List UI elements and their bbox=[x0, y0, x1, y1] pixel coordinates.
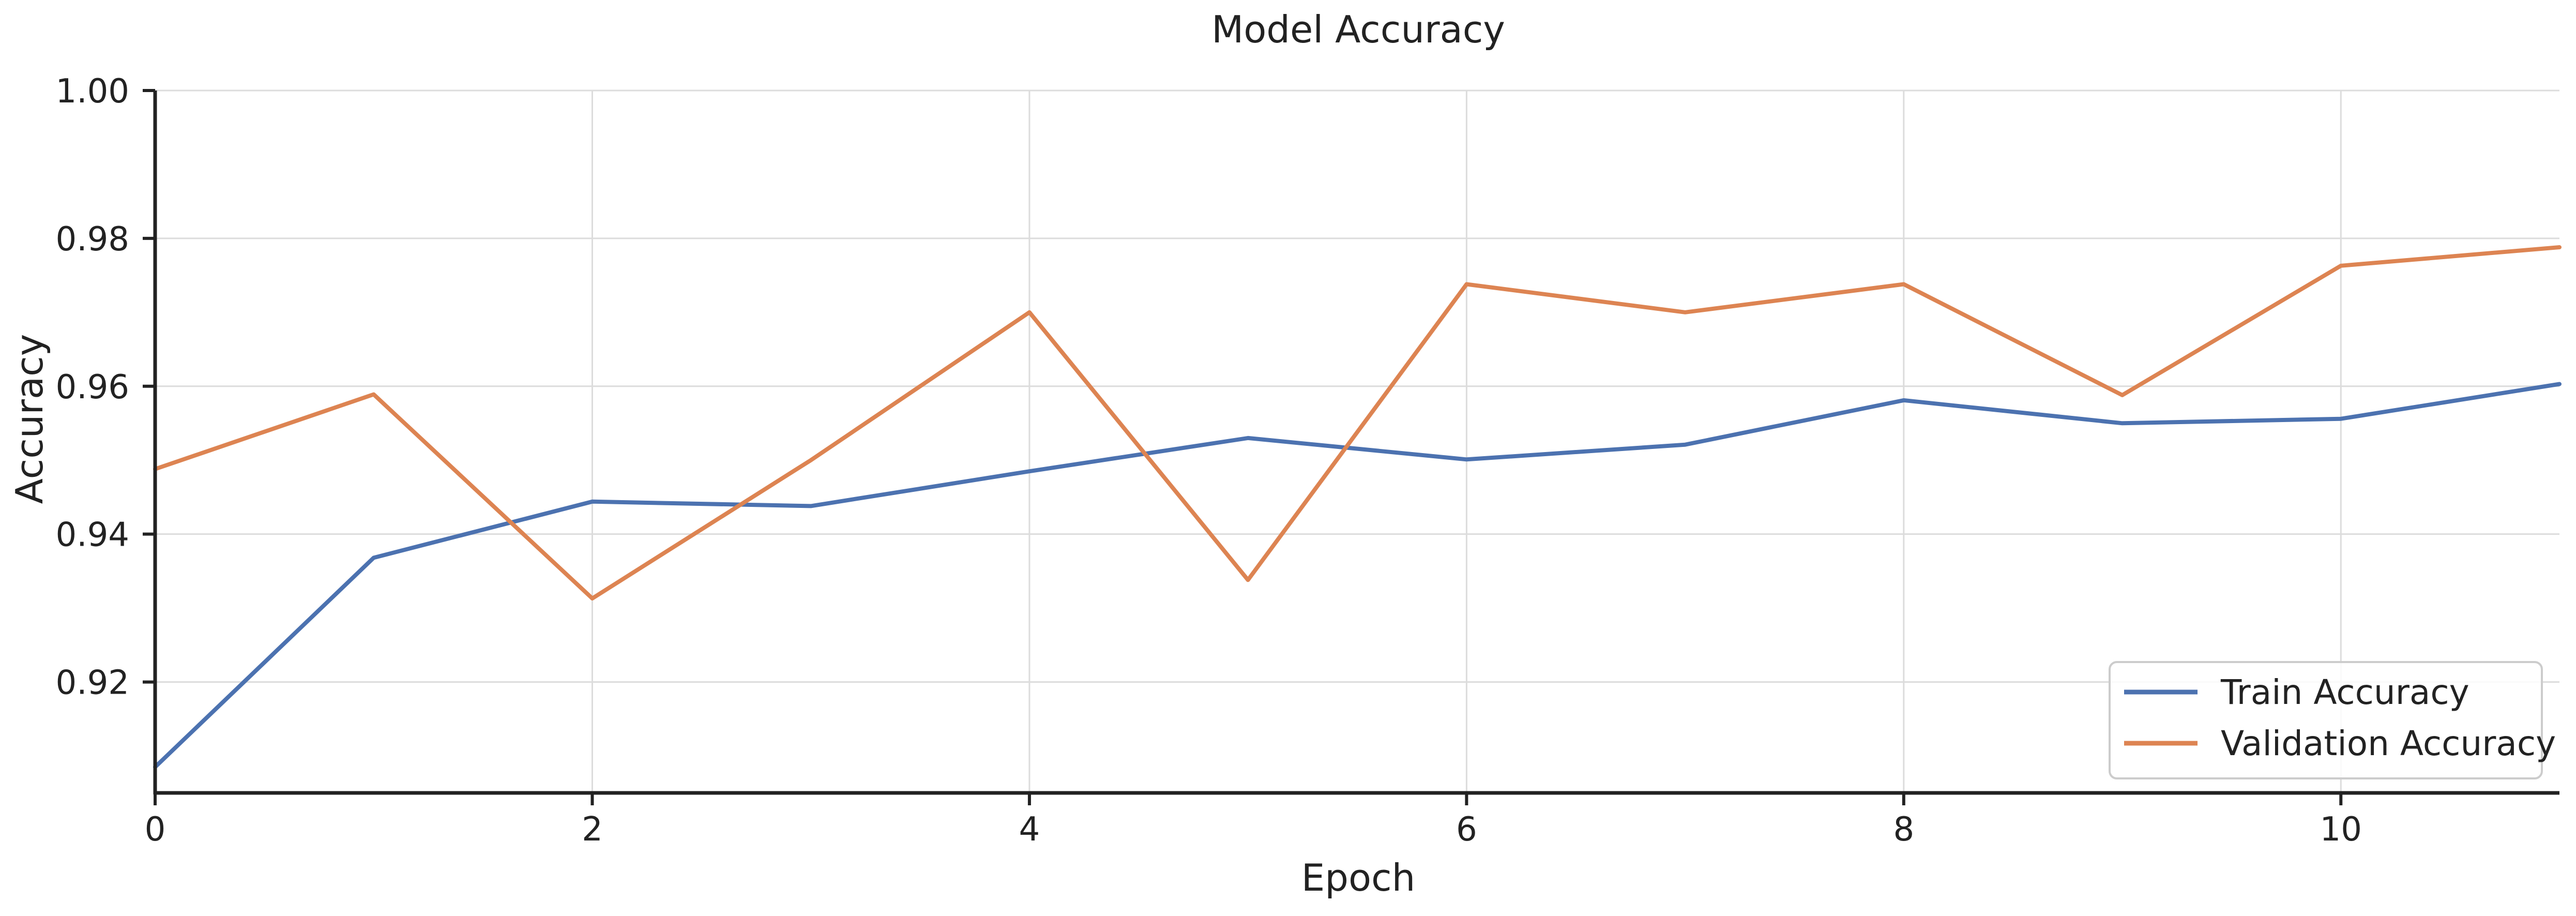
x-tick-label: 2 bbox=[582, 810, 603, 849]
chart-title: Model Accuracy bbox=[1211, 8, 1505, 51]
x-tick-label: 8 bbox=[1893, 810, 1914, 849]
x-tick-label: 10 bbox=[2320, 810, 2362, 849]
legend-label-train: Train Accuracy bbox=[2220, 672, 2469, 712]
legend-box bbox=[2109, 661, 2543, 779]
series-layer bbox=[153, 245, 2562, 769]
x-axis-title: Epoch bbox=[1301, 856, 1415, 899]
grid-layer bbox=[154, 89, 2559, 793]
legend: Train Accuracy Validation Accuracy bbox=[2109, 661, 2556, 779]
x-tick-label: 4 bbox=[1019, 810, 1040, 849]
series-line-1 bbox=[153, 245, 2562, 600]
legend-label-validation: Validation Accuracy bbox=[2221, 724, 2556, 763]
tick-layer: 0 2 4 6 8 10 0.92 0.94 0.96 0.98 1.00 bbox=[56, 72, 2362, 849]
series-line-0 bbox=[153, 382, 2562, 769]
axis-layer bbox=[153, 91, 2559, 795]
y-tick-label: 0.92 bbox=[56, 664, 130, 702]
y-axis-title: Accuracy bbox=[8, 334, 51, 504]
x-tick-label: 6 bbox=[1456, 810, 1477, 849]
y-tick-label: 0.94 bbox=[56, 516, 130, 554]
y-tick-label: 1.00 bbox=[56, 72, 130, 111]
y-tick-label: 0.98 bbox=[56, 220, 130, 259]
y-tick-label: 0.96 bbox=[56, 368, 130, 407]
x-tick-label: 0 bbox=[145, 810, 166, 849]
